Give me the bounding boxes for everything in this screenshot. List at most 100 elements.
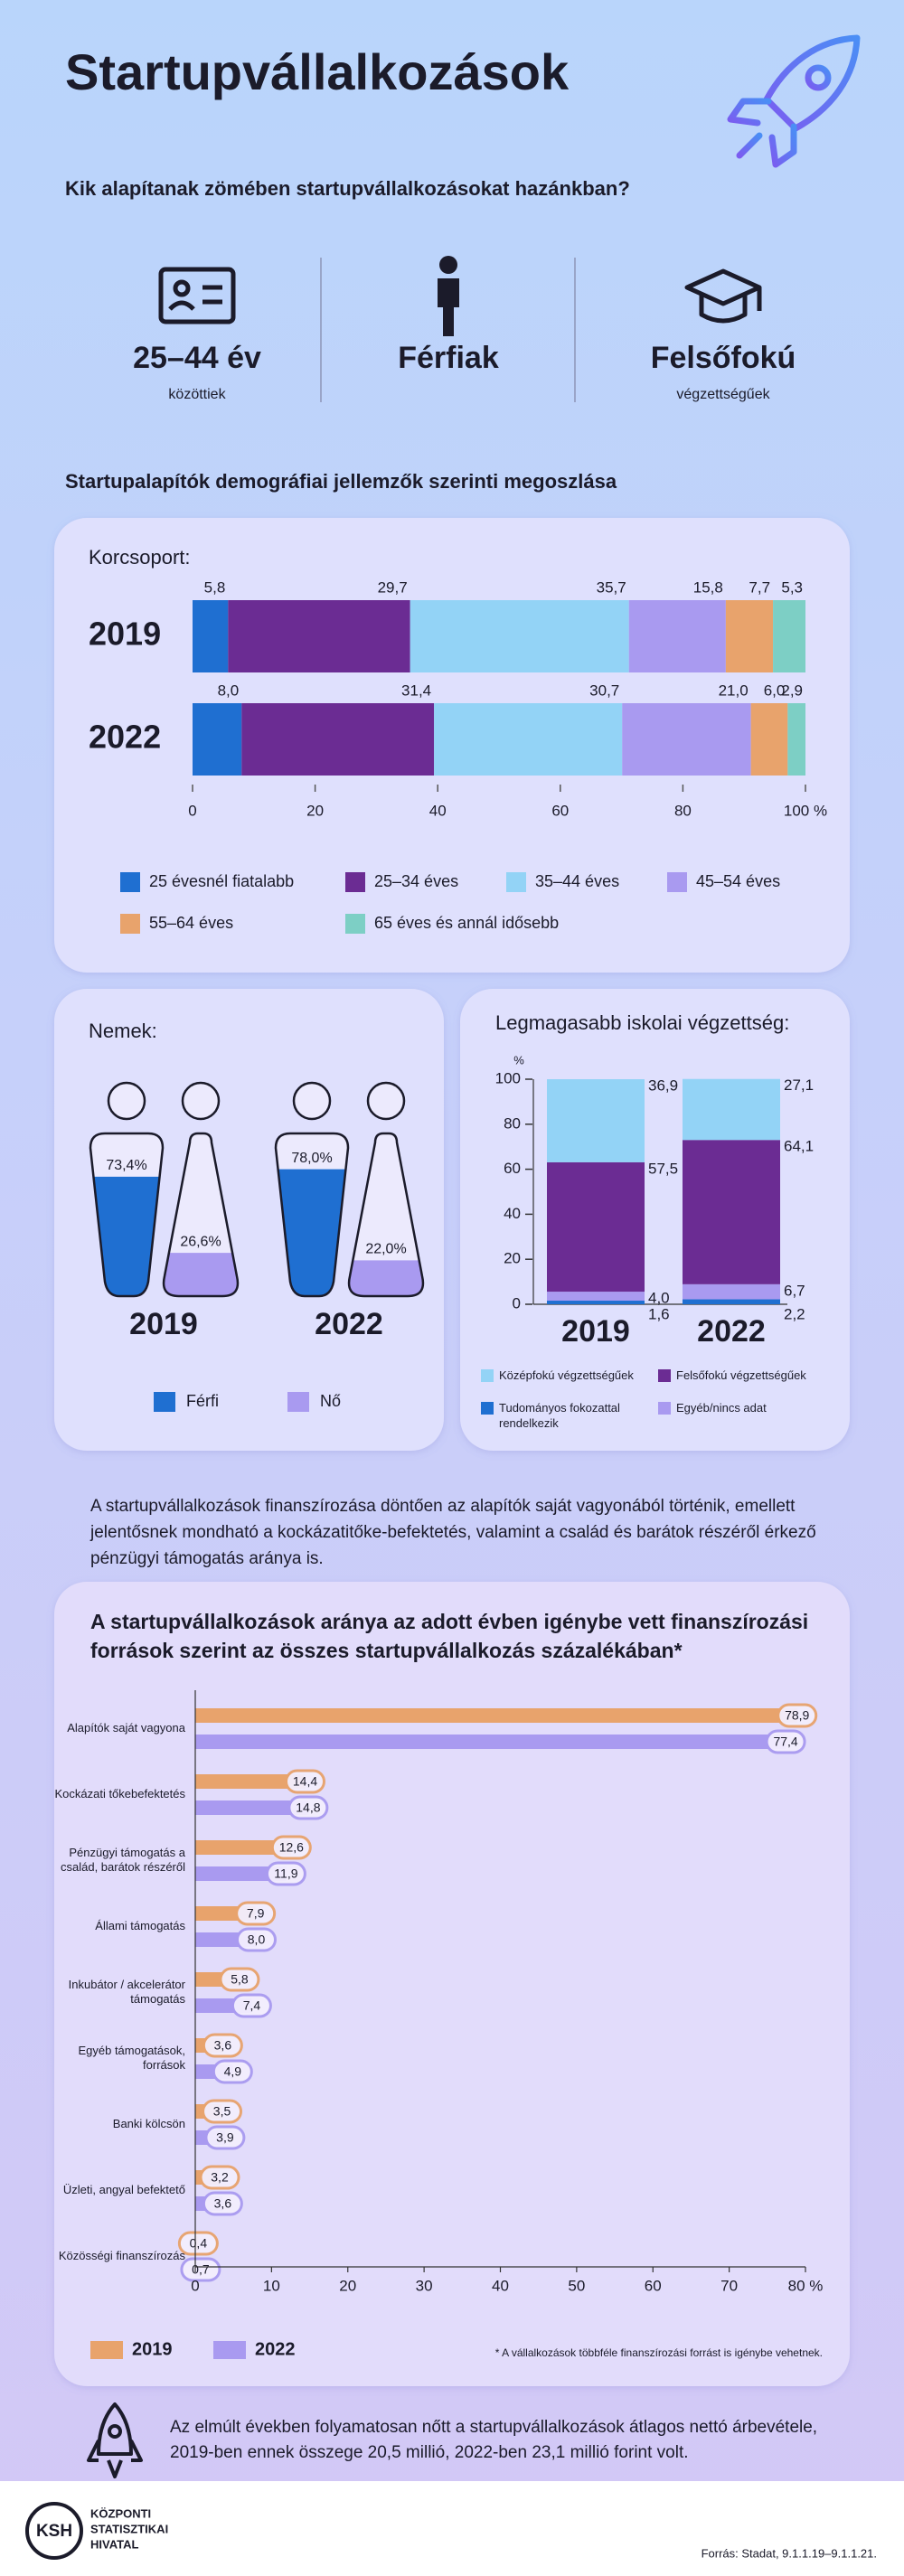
body-stroke [274, 1132, 350, 1298]
person-icon [438, 256, 459, 336]
bar [195, 1708, 797, 1723]
value-pill [236, 1927, 277, 1952]
bar-segment [750, 703, 788, 776]
value-pill [180, 2257, 221, 2282]
value-pill [231, 1993, 272, 2018]
value-label: 1,6 [648, 1305, 670, 1322]
value-label: 15,8 [693, 578, 723, 596]
legend-swatch [120, 872, 140, 892]
bar [195, 1800, 308, 1815]
profile-sub: végzettségűek [676, 387, 770, 402]
bar-segment [683, 1283, 780, 1300]
value-pill [219, 1967, 260, 1992]
source: Forrás: Stadat, 9.1.1.19–9.1.1.21. [702, 2546, 877, 2560]
legend-label: 2019 [132, 2339, 173, 2359]
org-line: KÖZPONTI [90, 2506, 151, 2520]
value-pill [212, 2059, 253, 2084]
x-tick-label: 80 % [788, 2277, 824, 2294]
value-label: 12,6 [279, 1840, 304, 1855]
bar-segment [628, 600, 726, 672]
legend-swatch [345, 872, 365, 892]
value-pill [177, 2231, 219, 2256]
value-pill [765, 1729, 806, 1754]
section-title: Startupalapítók demográfiai jellemzők sz… [65, 470, 617, 493]
x-tick-label: 60 [645, 2277, 662, 2294]
value-label: 2,2 [784, 1305, 805, 1322]
value-pill [285, 1769, 325, 1794]
legend-label: Felsőfokú végzettségűek [676, 1368, 806, 1382]
value-label: 0,7 [192, 2262, 210, 2277]
value-label: 22,0% [365, 1242, 406, 1257]
value-label: 0,4 [190, 2236, 208, 2251]
value-pill [270, 1835, 312, 1860]
value-label: 7,4 [243, 1998, 261, 2013]
legend-label: Férfi [186, 1392, 219, 1410]
y-tick-label: 40 [504, 1205, 521, 1222]
chart-title: A startupvállalkozások aránya az adott é… [90, 1610, 809, 1662]
bar [195, 1774, 306, 1789]
footnote: * A vállalkozások többféle finanszírozás… [495, 2346, 823, 2359]
closing-text: Az elmúlt években folyamatosan nőtt a st… [170, 2418, 818, 2462]
value-label: 26,6% [180, 1234, 221, 1249]
x-tick-label: 30 [416, 2277, 433, 2294]
x-tick-label: 0 [191, 2277, 199, 2294]
bar [195, 1840, 292, 1855]
value-label: 30,7 [589, 682, 619, 699]
value-label: 27,1 [784, 1076, 814, 1094]
value-label: 73,4% [106, 1158, 146, 1173]
category-label: Inkubátor / akcelerátor támogatás [68, 1978, 185, 2006]
value-label: 8,0 [248, 1932, 266, 1947]
value-label: 6,7 [784, 1282, 805, 1299]
category-label: Pénzügyi támogatás a család, barátok rés… [60, 1846, 185, 1874]
legend-swatch [287, 1392, 309, 1412]
x-tick-label: 50 [568, 2277, 585, 2294]
y-tick-label: 0 [513, 1294, 521, 1312]
legend-label: 55–64 éves [149, 914, 233, 932]
value-label: 8,0 [218, 682, 240, 699]
id-card-icon [158, 267, 236, 324]
y-tick-label: 20 [504, 1250, 521, 1267]
value-label: 7,9 [247, 1906, 265, 1921]
value-label: 3,6 [214, 2196, 232, 2211]
value-label: 4,0 [648, 1290, 670, 1307]
value-pill [777, 1703, 818, 1728]
value-label: 5,3 [781, 578, 803, 596]
category-label: Kockázati tőkebefektetés [54, 1787, 185, 1800]
value-label: 4,9 [224, 2064, 242, 2079]
legend-label: Egyéb/nincs adat [676, 1401, 767, 1415]
category-label: Közösségi finanszírozás [58, 2249, 185, 2262]
legend-label: 45–54 éves [696, 872, 780, 890]
bar-segment [410, 600, 629, 672]
value-label: 78,9 [785, 1708, 809, 1723]
chart-title: Legmagasabb iskolai végzettség: [495, 1011, 789, 1034]
value-label: 57,5 [648, 1160, 678, 1177]
body-stroke [162, 1132, 240, 1298]
legend-label: Középfokú végzettségűek [499, 1368, 634, 1382]
x-tick-label: 40 [429, 802, 447, 819]
x-tick-label: 70 [720, 2277, 738, 2294]
category-label: Üzleti, angyal befektető [62, 2183, 185, 2196]
value-label: 35,7 [597, 578, 626, 596]
value-pill [265, 1861, 306, 1886]
bar-segment [547, 1161, 645, 1293]
rocket-icon [727, 34, 861, 168]
value-pill [287, 1795, 329, 1820]
legend-swatch [154, 1392, 175, 1412]
footer [0, 2481, 904, 2576]
paragraph: A startupvállalkozások finanszírozása dö… [90, 1497, 816, 1568]
head [181, 1081, 221, 1121]
category-label: 2019 [561, 1314, 630, 1349]
fill-level [164, 1253, 238, 1296]
legend-swatch [90, 2341, 123, 2359]
bar-segment [434, 703, 623, 776]
category-label: Állami támogatás [95, 1919, 185, 1932]
chart-title: Nemek: [89, 1020, 157, 1042]
legend-swatch [658, 1402, 671, 1415]
legend-label: 2022 [255, 2339, 296, 2359]
bar-segment [193, 600, 229, 672]
bar-segment [773, 600, 805, 672]
value-pill [204, 2125, 246, 2150]
body-stroke [89, 1132, 165, 1298]
bar [195, 1866, 287, 1881]
